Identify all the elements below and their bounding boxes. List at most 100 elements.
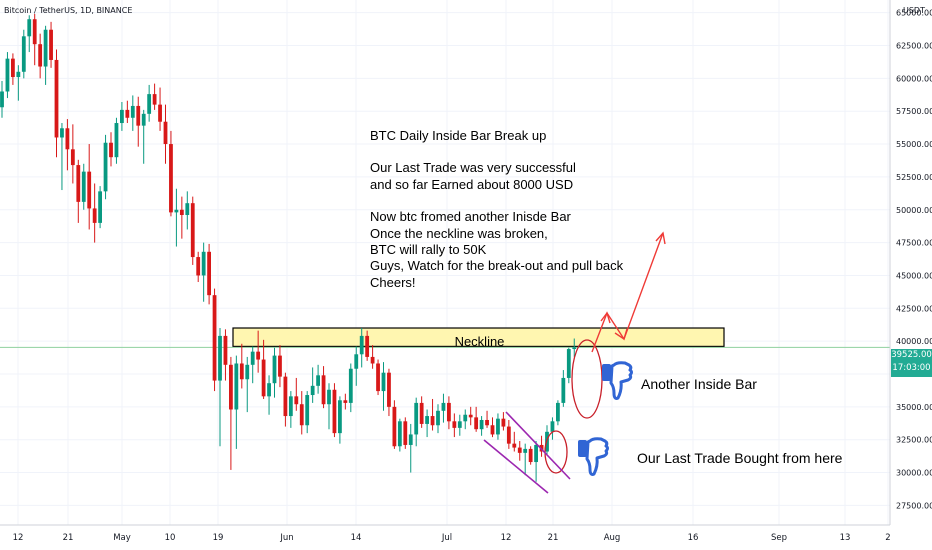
candle-body <box>5 58 10 92</box>
x-tick-label: Jul <box>441 533 452 543</box>
candle-body <box>359 335 364 355</box>
last-trade-callout: Our Last Trade Bought from here <box>637 450 843 466</box>
candle-body <box>125 109 130 118</box>
y-tick-label: 35000.00 <box>896 403 932 412</box>
candle-body <box>490 425 495 435</box>
thumb-hand <box>585 437 609 476</box>
candle-body <box>92 208 97 223</box>
y-tick-label: 52500.00 <box>896 173 932 182</box>
candle-body <box>65 128 70 150</box>
x-tick-label: 16 <box>688 533 699 543</box>
candle-body <box>403 421 408 445</box>
candle-body <box>332 389 337 434</box>
candle-body <box>43 29 48 67</box>
grid-lines <box>0 0 890 525</box>
y-tick-label: 65000.00 <box>896 9 932 18</box>
candle-body <box>201 251 206 276</box>
candle-body <box>288 396 293 417</box>
candle-body <box>54 59 59 138</box>
time-axis[interactable]: 12 21 May 10 19 Jun 14 Jul 12 21 Aug 16 Sep 13 2 <box>0 524 891 543</box>
y-tick-label: 50000.00 <box>896 206 932 215</box>
note-line: Guys, Watch for the break-out and pull b… <box>370 258 624 274</box>
candle-body <box>316 375 320 386</box>
x-tick-label: 14 <box>351 533 362 543</box>
candle-body <box>223 335 228 365</box>
candle-body <box>49 29 53 60</box>
candle-body <box>60 128 64 138</box>
y-tick-label: 55000.00 <box>896 140 932 149</box>
candle-body <box>376 363 380 392</box>
candle-body <box>0 91 4 108</box>
candle-body <box>239 363 244 380</box>
x-tick-label: Jun <box>279 533 293 543</box>
note-line <box>370 193 623 209</box>
candle-body <box>419 402 424 424</box>
candle-body <box>463 414 468 422</box>
candle-body <box>32 19 37 45</box>
candle-body <box>174 209 179 213</box>
x-tick-label: 10 <box>165 533 176 543</box>
candle-body <box>512 443 517 448</box>
candle-body <box>496 418 500 435</box>
candle-body <box>408 434 413 445</box>
candle-body <box>114 123 119 158</box>
candle-body <box>370 356 375 364</box>
y-tick-label: 62500.00 <box>896 42 932 51</box>
x-tick-label: May <box>113 533 131 543</box>
x-tick-label: Sep <box>771 533 787 543</box>
candle-body <box>38 44 43 67</box>
inside-bar-callout: Another Inside Bar <box>641 376 757 392</box>
candle-body <box>566 349 571 378</box>
x-tick-label: 2 <box>885 533 890 543</box>
y-tick-label: 42500.00 <box>896 304 932 313</box>
y-tick-label: 40000.00 <box>896 337 932 346</box>
candle-body <box>528 448 533 463</box>
wedge-lower-line <box>483 439 549 494</box>
candle-body <box>70 149 75 166</box>
arrowhead-icon <box>600 311 611 324</box>
candle-body <box>485 419 489 426</box>
candle-body <box>365 335 370 357</box>
candle-body <box>523 448 528 453</box>
candle-body <box>321 375 326 405</box>
candle-body <box>16 71 21 78</box>
x-tick-label: 12 <box>13 533 24 543</box>
arrowhead-icon <box>614 328 628 341</box>
arrowhead-icon <box>655 231 666 245</box>
candle-body <box>299 404 304 426</box>
candle-body <box>381 372 386 392</box>
y-tick-label: 60000.00 <box>896 74 932 83</box>
price-axis-bg <box>890 0 932 550</box>
candle-body <box>294 396 299 405</box>
candle-body <box>338 400 342 434</box>
entry-ellipse <box>544 430 568 474</box>
note-line: BTC will rally to 50K <box>370 242 487 258</box>
candle-body <box>136 105 141 126</box>
candle-body <box>468 414 473 418</box>
projection-path <box>591 232 664 353</box>
candle-body <box>327 389 331 405</box>
candle-body <box>474 417 479 430</box>
candle-body <box>517 447 522 453</box>
candle-body <box>76 165 81 202</box>
analysis-note: BTC Daily Inside Bar Break up Our Last T… <box>370 128 623 291</box>
candle-body <box>11 58 15 78</box>
candle-body <box>479 419 484 430</box>
candle-body <box>550 421 555 432</box>
candle-body <box>196 257 201 276</box>
note-line: BTC Daily Inside Bar Break up <box>370 128 547 143</box>
note-line: and so far Earned about 8000 USD <box>370 176 574 192</box>
candles <box>0 13 577 482</box>
candle-body <box>348 368 353 403</box>
candle-body <box>229 364 233 410</box>
candle-body <box>267 383 271 397</box>
candle-body <box>169 144 173 213</box>
y-tick-label: 45000.00 <box>896 271 932 280</box>
candle-body <box>207 251 211 296</box>
candle-body <box>158 104 162 122</box>
candle-body <box>103 142 108 192</box>
thumbs-down-icon <box>602 361 633 400</box>
price-axis[interactable]: 27500.0030000.0032500.0035000.0037500.00… <box>889 0 932 550</box>
candle-body <box>218 335 222 381</box>
